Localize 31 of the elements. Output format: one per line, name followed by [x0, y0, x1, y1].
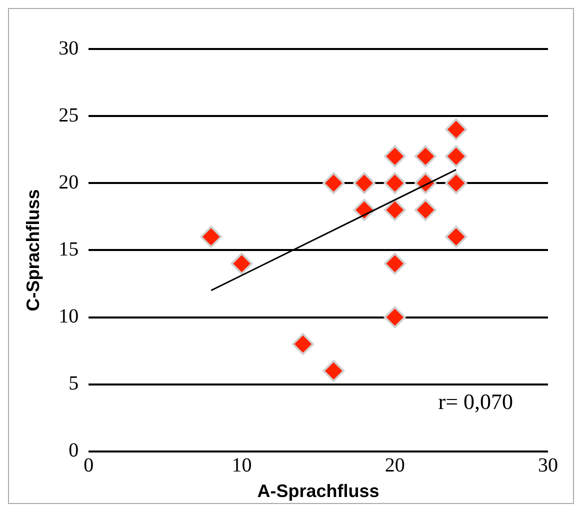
y-tick-label: 15	[58, 238, 79, 260]
point	[322, 172, 345, 194]
point	[445, 118, 468, 140]
x-tick-label: 30	[538, 454, 558, 477]
annotation: r= 0,070	[438, 389, 513, 414]
point	[322, 360, 345, 382]
point	[292, 333, 314, 356]
point	[384, 172, 406, 194]
point	[230, 252, 253, 275]
point	[445, 172, 468, 194]
point	[384, 145, 406, 168]
point	[445, 226, 468, 248]
x-axis-title: A-Sprachfluss	[257, 481, 380, 502]
point	[384, 306, 406, 328]
point	[414, 145, 436, 168]
x-tick-label: 20	[384, 454, 405, 477]
y-tick-label: 0	[68, 440, 79, 462]
y-tick-label: 25	[58, 104, 79, 126]
x-tick-label: 10	[232, 454, 252, 477]
y-tick-label: 5	[68, 372, 79, 395]
point	[414, 198, 436, 221]
y-tick-label: 30	[58, 37, 79, 60]
point	[384, 252, 406, 275]
x-tick-label: 0	[84, 454, 94, 477]
point	[353, 172, 376, 194]
point	[445, 145, 468, 168]
point	[200, 226, 222, 248]
y-tick-label: 20	[58, 171, 79, 194]
point	[384, 198, 406, 221]
y-tick-label: 10	[58, 306, 79, 328]
y-axis-title: C-Sprachfluss	[22, 189, 43, 312]
